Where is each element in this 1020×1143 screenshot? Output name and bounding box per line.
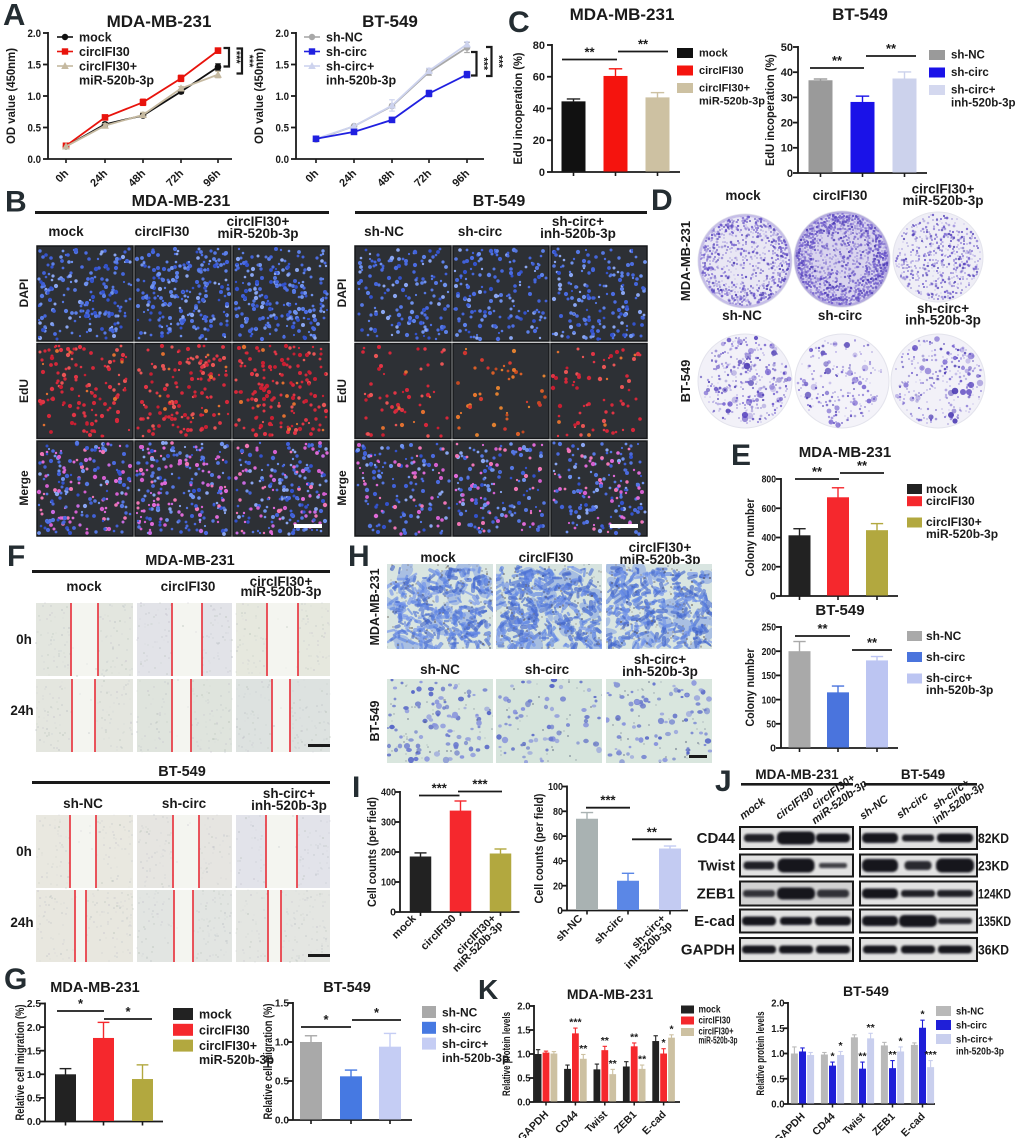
svg-text:sh-NC: sh-NC: [951, 50, 985, 62]
svg-text:EdU: EdU: [335, 379, 349, 403]
svg-text:miR-520b-3p: miR-520b-3p: [217, 226, 298, 241]
svg-text:circIFI30: circIFI30: [813, 188, 868, 203]
svg-text:10: 10: [781, 143, 793, 155]
svg-text:50: 50: [781, 42, 793, 54]
svg-text:mock: mock: [48, 224, 84, 239]
svg-text:B: B: [5, 186, 27, 219]
svg-text:**: **: [832, 53, 843, 68]
svg-text:EdU incoperation (%): EdU incoperation (%): [763, 54, 777, 166]
svg-text:inh-520b-3p: inh-520b-3p: [326, 74, 397, 88]
svg-text:sh-NC: sh-NC: [364, 224, 404, 239]
svg-text:**: **: [584, 45, 595, 60]
svg-text:BT-549: BT-549: [832, 5, 888, 24]
svg-text:0.0: 0.0: [28, 154, 42, 166]
svg-text:1.5: 1.5: [276, 59, 290, 71]
svg-text:0: 0: [539, 167, 545, 179]
svg-text:MDA-MB-231: MDA-MB-231: [107, 12, 212, 31]
svg-text:mock: mock: [79, 31, 112, 45]
svg-text:0.0: 0.0: [276, 154, 290, 166]
svg-text:BT-549: BT-549: [362, 12, 418, 31]
svg-text:sh-circ: sh-circ: [458, 224, 503, 239]
svg-text:A: A: [3, 0, 25, 32]
svg-text:inh-520b-3p: inh-520b-3p: [951, 98, 1016, 110]
svg-text:DAPI: DAPI: [17, 279, 31, 308]
svg-text:40: 40: [533, 103, 545, 115]
svg-text:sh-NC: sh-NC: [326, 31, 363, 45]
svg-text:MDA-MB-231: MDA-MB-231: [132, 193, 231, 210]
svg-text:sh-circ: sh-circ: [951, 67, 989, 79]
svg-text:DAPI: DAPI: [335, 279, 349, 308]
svg-text:0.5: 0.5: [28, 122, 42, 134]
svg-text:circIFI30: circIFI30: [79, 45, 130, 59]
svg-text:0: 0: [787, 168, 793, 180]
svg-text:sh-circ+: sh-circ+: [326, 60, 374, 74]
svg-text:60: 60: [533, 72, 545, 84]
svg-text:***: ***: [230, 51, 242, 65]
svg-text:20: 20: [781, 117, 793, 129]
svg-text:EdU incoperation (%): EdU incoperation (%): [511, 53, 525, 165]
svg-text:D: D: [651, 184, 673, 217]
svg-text:circIFI30+: circIFI30+: [79, 60, 137, 74]
svg-text:circIFI30: circIFI30: [135, 224, 190, 239]
svg-text:40: 40: [781, 67, 793, 79]
svg-text:80: 80: [533, 40, 545, 52]
svg-text:circIFI30: circIFI30: [699, 65, 744, 77]
svg-text:**: **: [886, 41, 897, 56]
svg-text:inh-520b-3p: inh-520b-3p: [540, 226, 616, 241]
svg-text:2.0: 2.0: [276, 28, 290, 40]
svg-text:C: C: [508, 6, 530, 39]
svg-text:miR-520b-3p: miR-520b-3p: [902, 193, 983, 208]
svg-text:1.0: 1.0: [28, 91, 42, 103]
svg-text:***: ***: [493, 55, 505, 69]
svg-text:OD value (450nm): OD value (450nm): [4, 48, 18, 144]
svg-text:miR-520b-3p: miR-520b-3p: [699, 96, 765, 108]
svg-text:EdU: EdU: [17, 379, 31, 403]
svg-text:2.0: 2.0: [28, 28, 42, 40]
svg-text:mock: mock: [725, 188, 761, 203]
svg-text:miR-520b-3p: miR-520b-3p: [79, 74, 154, 88]
svg-text:sh-circ+: sh-circ+: [951, 85, 996, 97]
svg-text:MDA-MB-231: MDA-MB-231: [678, 221, 693, 301]
svg-text:**: **: [638, 37, 649, 52]
svg-text:MDA-MB-231: MDA-MB-231: [570, 5, 675, 24]
svg-text:20: 20: [533, 135, 545, 147]
svg-text:BT-549: BT-549: [473, 193, 526, 210]
svg-text:0.5: 0.5: [276, 122, 290, 134]
svg-text:30: 30: [781, 92, 793, 104]
svg-text:***: ***: [478, 57, 490, 71]
svg-text:Merge: Merge: [335, 470, 349, 506]
svg-text:Merge: Merge: [17, 470, 31, 506]
svg-text:sh-circ: sh-circ: [326, 45, 367, 59]
svg-text:1.0: 1.0: [276, 91, 290, 103]
svg-text:OD value (450nm): OD value (450nm): [252, 48, 266, 144]
svg-text:1.5: 1.5: [28, 59, 42, 71]
svg-text:mock: mock: [699, 48, 729, 60]
svg-text:circIFI30+: circIFI30+: [699, 83, 750, 95]
